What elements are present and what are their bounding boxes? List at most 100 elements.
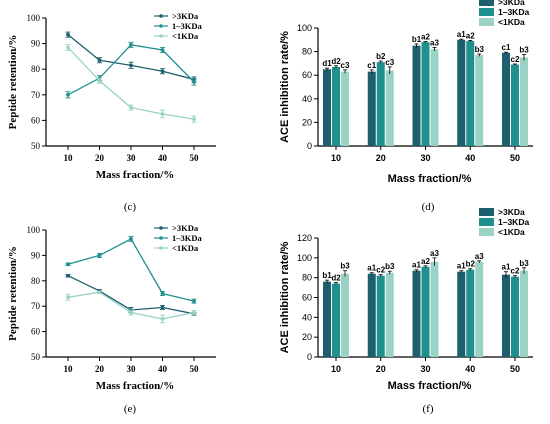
y-tick-label: 60 (302, 293, 312, 303)
y-tick-label: 120 (297, 233, 312, 243)
x-tick-label: 20 (376, 153, 386, 163)
data-label: a1 (412, 261, 421, 270)
legend-swatch (479, 208, 494, 216)
panel-c-chart: 50 60 70 80 90 100 10 20 30 40 50 Mass fraction/% Pe… (7, 11, 216, 213)
data-label: c2 (511, 55, 520, 64)
x-tick-label: 40 (158, 364, 168, 374)
bar (502, 52, 510, 146)
legend-entry: 1–3KDa (498, 7, 529, 17)
x-tick-label: 10 (64, 153, 74, 163)
bar (323, 69, 331, 146)
y-tick-label: 20 (302, 332, 312, 342)
y-tick-label: 0 (307, 141, 312, 151)
data-label: a2 (421, 33, 430, 42)
data-point (129, 310, 133, 315)
bar (385, 272, 394, 357)
data-label: b2 (466, 260, 476, 269)
y-tick-label: 60 (302, 70, 312, 80)
series-line-1 (67, 44, 195, 96)
data-label: a3 (430, 249, 439, 258)
data-label: a1 (502, 263, 511, 272)
data-point (160, 112, 165, 116)
legend-entry: >3KDa (172, 223, 199, 233)
bar (520, 57, 528, 146)
data-label: c3 (341, 61, 350, 70)
bar (421, 42, 430, 146)
legend-entry: >3KDa (172, 11, 199, 21)
data-point (129, 236, 133, 241)
data-label: c1 (502, 43, 511, 52)
data-label: b3 (340, 262, 350, 271)
x-tick-label: 10 (331, 364, 341, 374)
bar (332, 283, 340, 357)
y-axis-label: ACE inhibition rate/% (279, 241, 291, 353)
data-label: b1 (412, 35, 422, 44)
data-point (160, 48, 165, 52)
data-label: c2 (376, 266, 385, 275)
data-point (129, 63, 133, 68)
panel-d-chart: 0 20 40 60 80 100 10 20 30 40 50 Mass fraction/% ACE… (279, 0, 533, 213)
y-axis-label: Peptide retention/% (7, 246, 19, 341)
x-tick-label: 30 (420, 364, 430, 374)
y-tick-label: 60 (31, 115, 41, 125)
bar (412, 270, 421, 357)
bar (511, 276, 519, 357)
x-tick-label: 40 (465, 153, 475, 163)
data-label: a2 (421, 257, 430, 266)
panel-e-chart: 50 60 70 80 90 100 10 20 30 40 50 Mass fraction/% Pe… (7, 223, 216, 415)
y-tick-label: 100 (297, 23, 312, 33)
bar (323, 281, 331, 357)
legend-entry: 1–3KDa (172, 233, 203, 243)
bar (466, 40, 475, 147)
data-point (66, 92, 70, 97)
bar (341, 71, 349, 146)
x-tick-label: 50 (190, 153, 200, 163)
x-tick-label: 50 (510, 153, 520, 163)
panel-label: (e) (124, 403, 137, 415)
legend-marker (159, 24, 163, 28)
y-tick-label: 80 (302, 273, 312, 283)
y-tick-label: 80 (302, 47, 312, 57)
bar (475, 55, 484, 146)
legend-swatch (479, 8, 494, 16)
data-point (66, 45, 70, 50)
y-tick-label: 100 (27, 13, 41, 23)
legend-swatch (479, 218, 494, 226)
data-label: d1 (322, 59, 332, 68)
legend-entry: <1KDa (498, 17, 525, 27)
y-axis-label: ACE inhibition rate/% (279, 31, 291, 143)
x-tick-label: 10 (331, 153, 341, 163)
legend-swatch (479, 18, 494, 26)
x-axis-label: Mass fraction/% (388, 380, 472, 392)
data-point (66, 32, 70, 37)
data-point (97, 58, 102, 63)
data-label: c2 (511, 267, 520, 276)
data-point (192, 80, 196, 84)
x-axis-label: Mass fraction/% (96, 169, 175, 181)
panel-f-chart: 0 20 40 60 80 100 120 10 20 30 40 50 Mass fraction/%… (279, 207, 533, 415)
data-point (97, 290, 102, 295)
legend-entry: 1–3KDa (498, 217, 529, 227)
x-axis-label: Mass fraction/% (96, 380, 175, 392)
x-tick-label: 20 (95, 153, 105, 163)
x-tick-label: 50 (190, 364, 200, 374)
legend-entry: <1KDa (172, 31, 199, 41)
legend-entry: <1KDa (172, 243, 199, 253)
legend-marker (159, 246, 163, 250)
bar (412, 45, 421, 147)
x-tick-label: 40 (465, 364, 475, 374)
data-point (160, 69, 165, 74)
y-tick-label: 100 (27, 225, 41, 235)
data-point (66, 295, 70, 300)
bar (385, 70, 394, 146)
data-label: d2 (331, 57, 341, 66)
bar (511, 64, 519, 146)
y-tick-label: 20 (302, 117, 312, 127)
data-point (192, 310, 196, 315)
y-tick-label: 100 (297, 253, 312, 263)
y-tick-label: 60 (31, 327, 41, 337)
data-point (160, 317, 165, 321)
bar (367, 71, 376, 146)
data-label: a2 (466, 31, 475, 40)
